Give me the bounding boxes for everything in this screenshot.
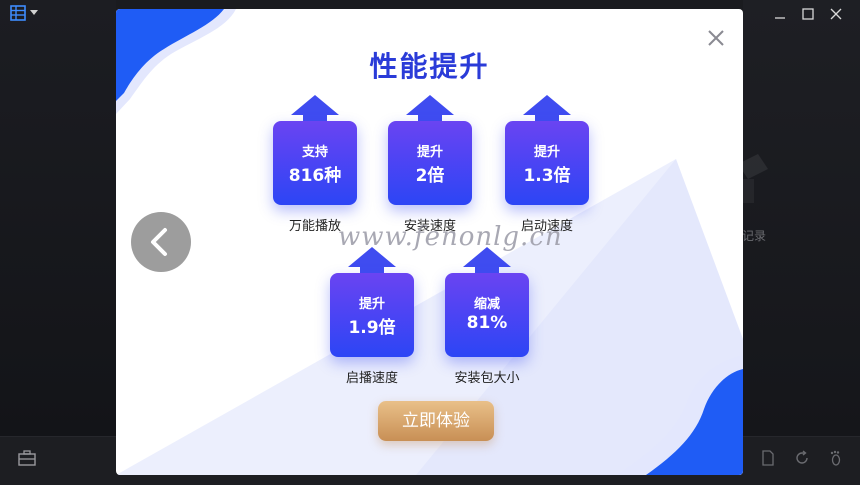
dialog-close-button[interactable] <box>705 27 727 49</box>
feature-card: 提升 1.3倍 <box>505 121 589 205</box>
feature-card: 缩减 81% <box>445 273 529 357</box>
feature-line2: 816种 <box>288 166 342 186</box>
window-close-button[interactable] <box>822 4 850 24</box>
feature-card: 提升 2倍 <box>388 121 472 205</box>
toolbox-icon <box>18 450 36 470</box>
feature-package-size: 缩减 81% 安装包大小 <box>445 247 529 386</box>
window-controls <box>766 4 850 24</box>
dropdown-icon <box>30 10 38 16</box>
close-icon <box>830 5 842 24</box>
feature-install-speed: 提升 2倍 安装速度 <box>388 95 472 234</box>
feature-line1: 提升 <box>416 145 443 160</box>
minimize-icon <box>774 5 786 24</box>
arrow-up-icon <box>463 247 511 267</box>
arrow-up-icon <box>291 95 339 115</box>
feature-line2: 1.3倍 <box>523 166 571 186</box>
arrow-up-icon <box>348 247 396 267</box>
minimize-button[interactable] <box>766 4 794 24</box>
main-menu-button[interactable] <box>10 5 38 21</box>
left-panel <box>0 0 116 484</box>
maximize-button[interactable] <box>794 4 822 24</box>
arrow-up-icon <box>406 95 454 115</box>
feature-caption: 安装包大小 <box>454 371 520 386</box>
right-panel <box>743 0 860 484</box>
feature-line1: 缩减 <box>473 297 500 312</box>
performance-dialog: 性能提升 支持 816种 万能播放 提升 2倍 安装速度 提升 1.3倍 启动速… <box>116 9 743 475</box>
feature-caption: 安装速度 <box>403 219 456 234</box>
try-now-button[interactable]: 立即体验 <box>378 401 494 441</box>
toolbox-button[interactable] <box>18 450 36 470</box>
feature-line2: 2倍 <box>415 166 445 186</box>
close-icon <box>705 30 727 53</box>
menu-icon <box>10 5 26 21</box>
feature-playback-start-speed: 提升 1.9倍 启播速度 <box>330 247 414 386</box>
feature-startup-speed: 提升 1.3倍 启动速度 <box>505 95 589 234</box>
feature-line1: 提升 <box>358 297 385 312</box>
previous-slide-button[interactable] <box>131 212 191 272</box>
dialog-title: 性能提升 <box>369 50 490 83</box>
feature-card: 提升 1.9倍 <box>330 273 414 357</box>
feature-line2: 81% <box>466 313 508 333</box>
feature-line1: 支持 <box>301 145 328 160</box>
back-arrow-icon <box>131 228 191 276</box>
feature-caption: 启播速度 <box>345 371 398 386</box>
bottom-right-tools <box>760 450 844 466</box>
arrow-up-icon <box>523 95 571 115</box>
maximize-icon <box>802 5 814 24</box>
feature-caption: 万能播放 <box>288 219 341 234</box>
history-label: 记录 <box>742 229 767 243</box>
footprint-icon[interactable] <box>828 450 844 466</box>
feature-line1: 提升 <box>533 145 560 160</box>
file-icon[interactable] <box>760 450 776 466</box>
feature-card: 支持 816种 <box>273 121 357 205</box>
refresh-icon[interactable] <box>794 450 810 466</box>
feature-universal-playback: 支持 816种 万能播放 <box>273 95 357 234</box>
feature-line2: 1.9倍 <box>348 318 396 338</box>
feature-caption: 启动速度 <box>520 219 573 234</box>
watermark: www.fenonlg.cn <box>338 222 563 252</box>
